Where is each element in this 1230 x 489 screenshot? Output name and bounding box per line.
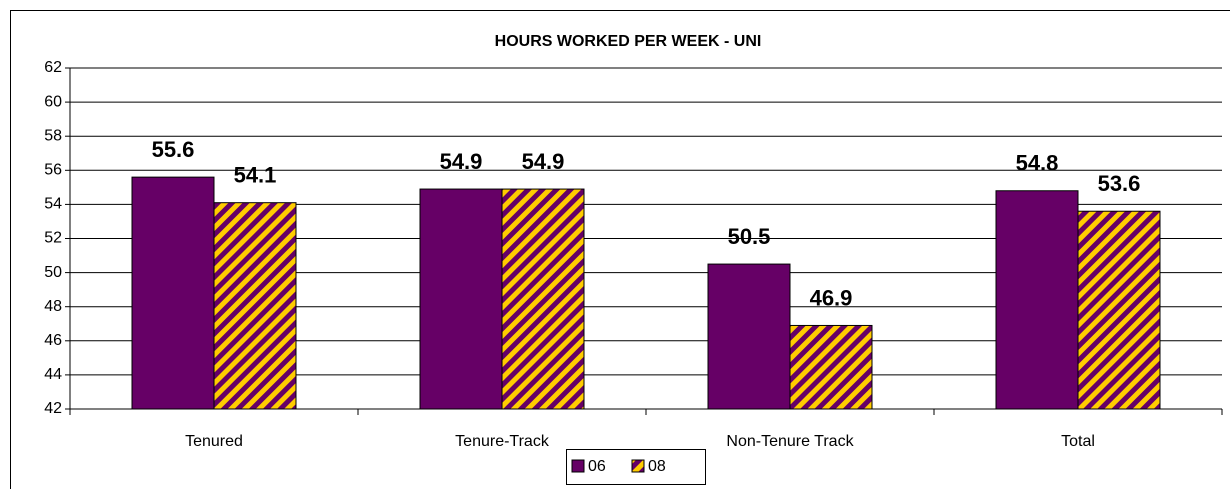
value-label: 46.9 [810,285,853,310]
legend-box [566,449,706,485]
y-tick-label: 46 [44,332,62,349]
value-label: 55.6 [152,137,195,162]
bar [995,190,1079,410]
y-tick-label: 44 [44,366,62,383]
y-tick-label: 52 [44,230,62,247]
x-tick-label: Tenured [185,433,243,450]
value-label: 50.5 [728,224,771,249]
x-tick-label: Tenure-Track [455,433,550,450]
value-label: 54.9 [522,149,565,174]
bar [419,188,503,410]
legend-label: 08 [648,458,666,475]
y-tick-label: 60 [44,93,62,110]
chart-title: HOURS WORKED PER WEEK - UNI [495,33,762,50]
y-tick-label: 58 [44,127,62,144]
y-tick-label: 56 [44,162,62,179]
value-label: 53.6 [1098,171,1141,196]
y-tick-label: 54 [44,196,62,213]
legend-swatch [571,459,585,473]
value-label: 54.9 [440,149,483,174]
bar [789,324,873,410]
bar [213,202,297,410]
y-tick-label: 48 [44,298,62,315]
bar [131,176,215,410]
y-tick-label: 62 [44,59,62,76]
bar [501,188,585,410]
bar [707,263,791,410]
y-tick-label: 50 [44,264,62,281]
value-label: 54.8 [1016,151,1059,176]
value-label: 54.1 [234,163,277,188]
legend-swatch [631,459,645,473]
x-tick-label: Non-Tenure Track [726,433,854,450]
y-tick-label: 42 [44,400,62,417]
x-tick-label: Total [1061,433,1095,450]
legend-label: 06 [588,458,606,475]
bar [1077,210,1161,410]
